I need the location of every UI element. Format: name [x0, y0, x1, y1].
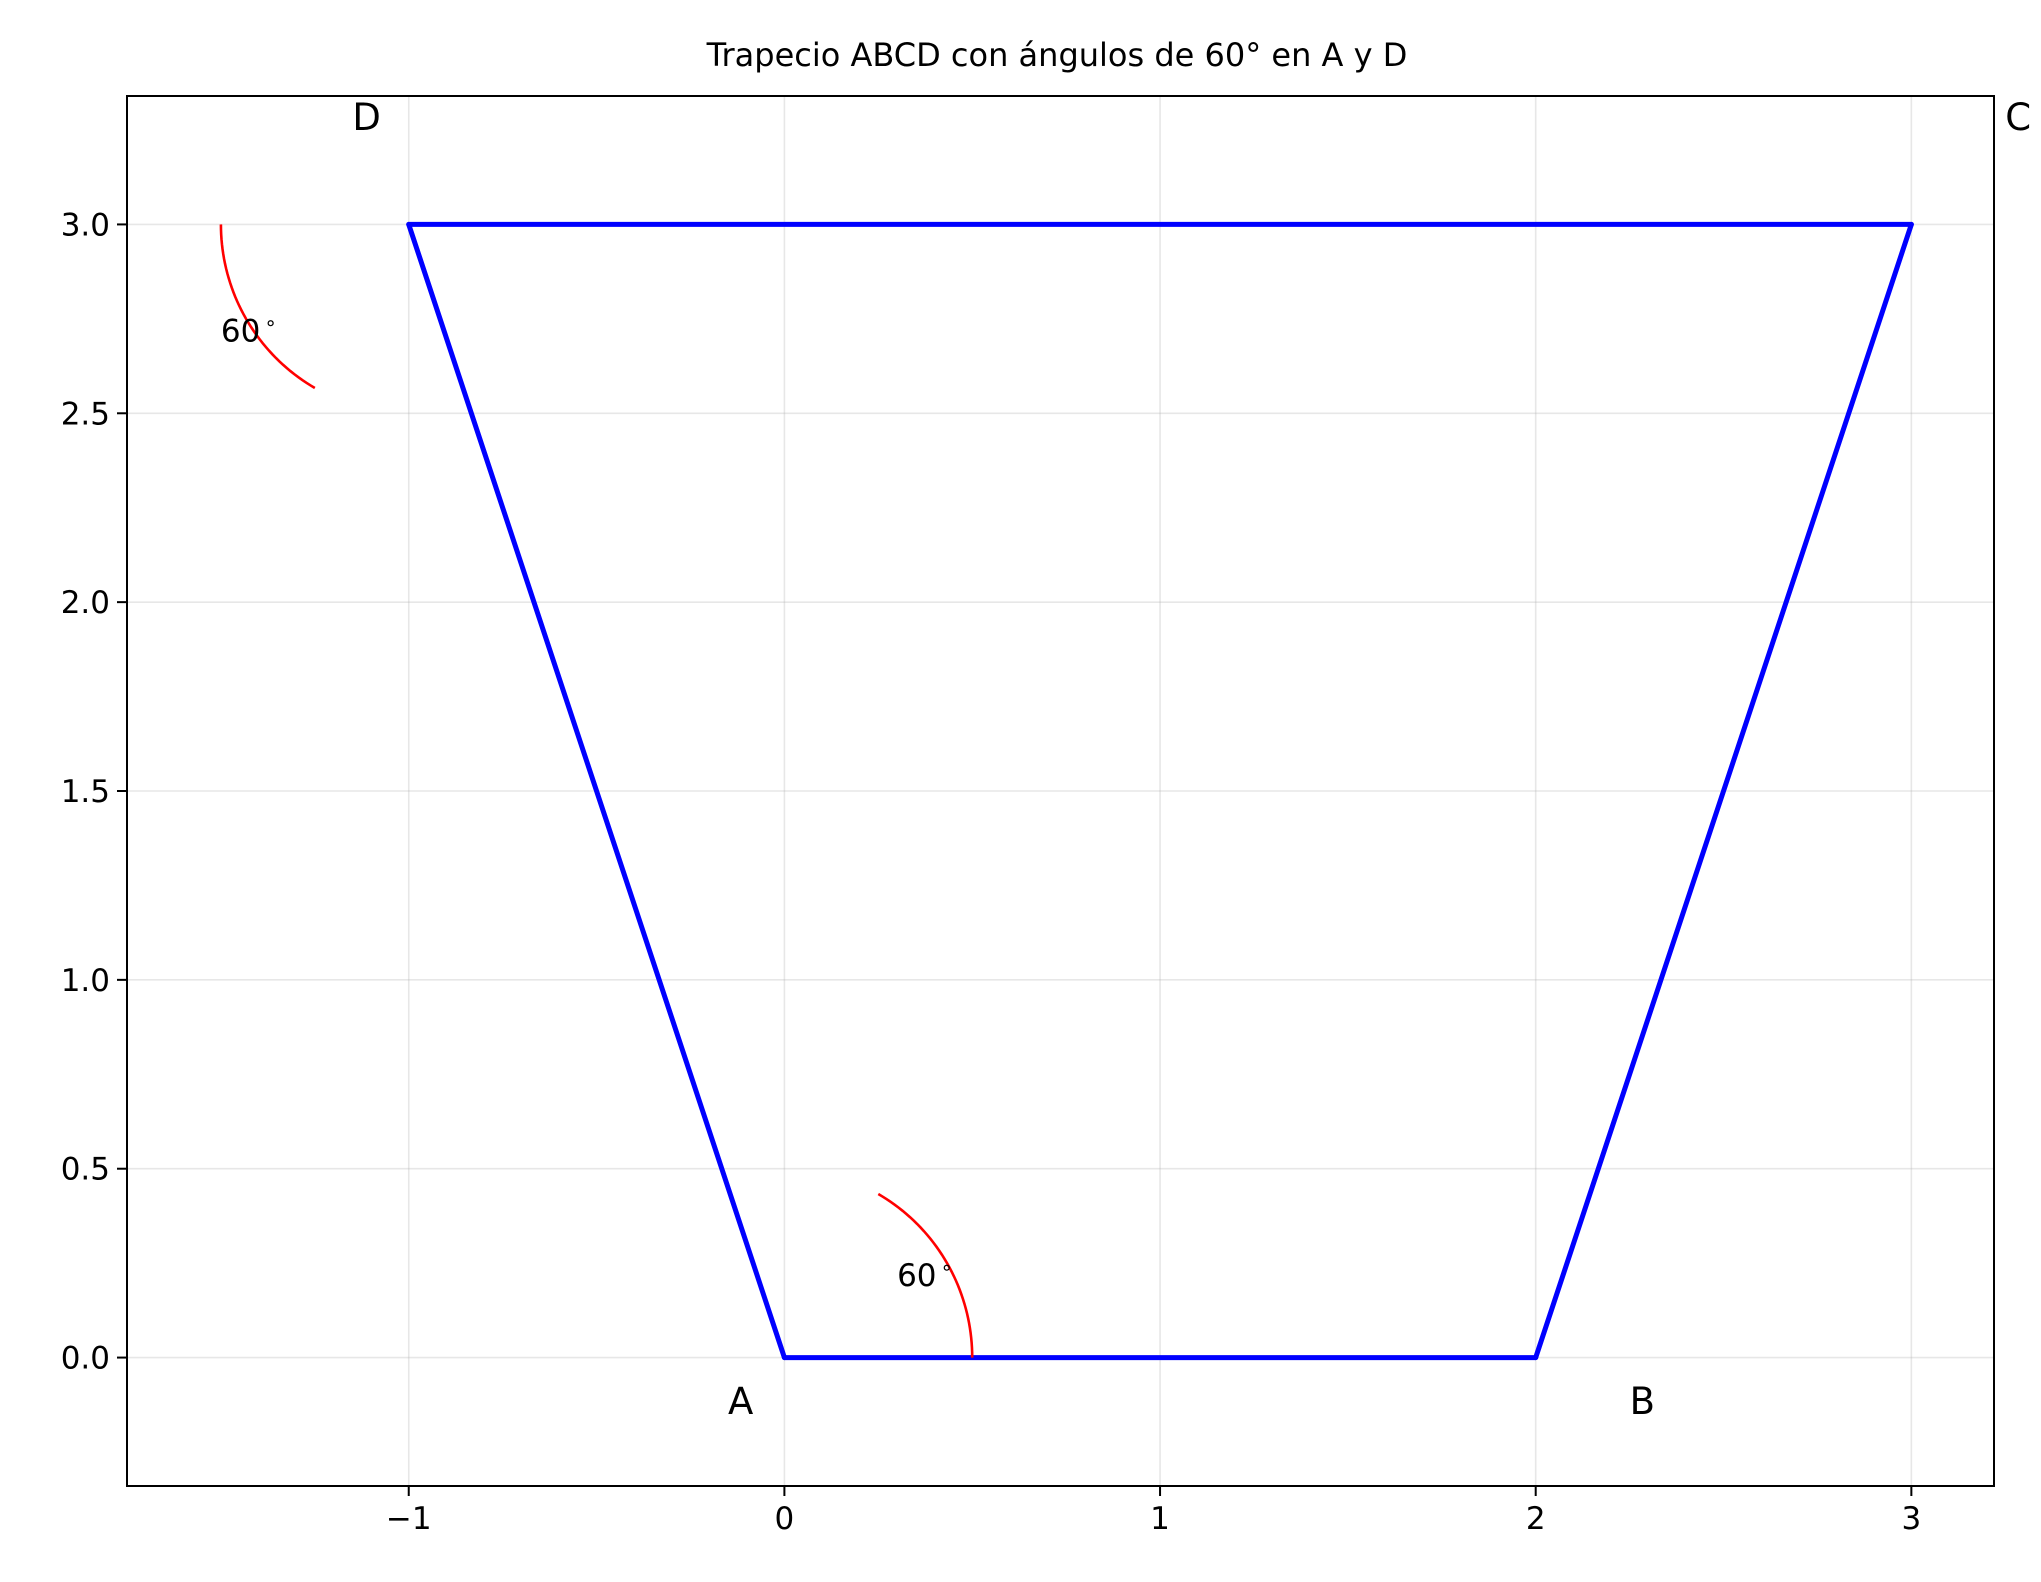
y-tick-label: 0.0: [61, 1341, 110, 1377]
angle-arc: [219, 224, 316, 390]
x-tick-label: 2: [1526, 1501, 1546, 1537]
x-tick-label: 0: [775, 1501, 795, 1537]
axis-ticks: −1 0 1 2 3 0.0 0.5 1.0 1.5 2.0 2.5 3.0: [61, 207, 1922, 1537]
side-da: [406, 221, 787, 1361]
angle-arc: [877, 1192, 974, 1358]
x-tick-label: −1: [386, 1501, 432, 1537]
grid: [127, 96, 1994, 1486]
y-tick-label: 2.0: [61, 585, 110, 621]
chart-title: Trapecio ABCD con ángulos de 60° en A y …: [706, 36, 1408, 74]
y-tick-label: 1.5: [61, 774, 110, 810]
annotations: 60 ∘60 ∘A BCD: [221, 96, 2031, 1423]
vertex-label-d: D: [352, 96, 381, 139]
x-tick-label: 1: [1150, 1501, 1170, 1537]
side-bc: [1533, 221, 1914, 1361]
y-tick-label: 2.5: [61, 396, 110, 432]
y-tick-label: 3.0: [61, 207, 110, 243]
y-tick-label: 1.0: [61, 963, 110, 999]
vertex-label-b: B: [1630, 1380, 1655, 1423]
angle-marks: [219, 224, 974, 1358]
y-tick-label: 0.5: [61, 1152, 110, 1188]
x-tick-label: 3: [1901, 1501, 1921, 1537]
vertex-label-c: C: [2005, 96, 2031, 139]
vertex-label-a: A: [728, 1380, 753, 1423]
series-layer: [406, 221, 1914, 1361]
